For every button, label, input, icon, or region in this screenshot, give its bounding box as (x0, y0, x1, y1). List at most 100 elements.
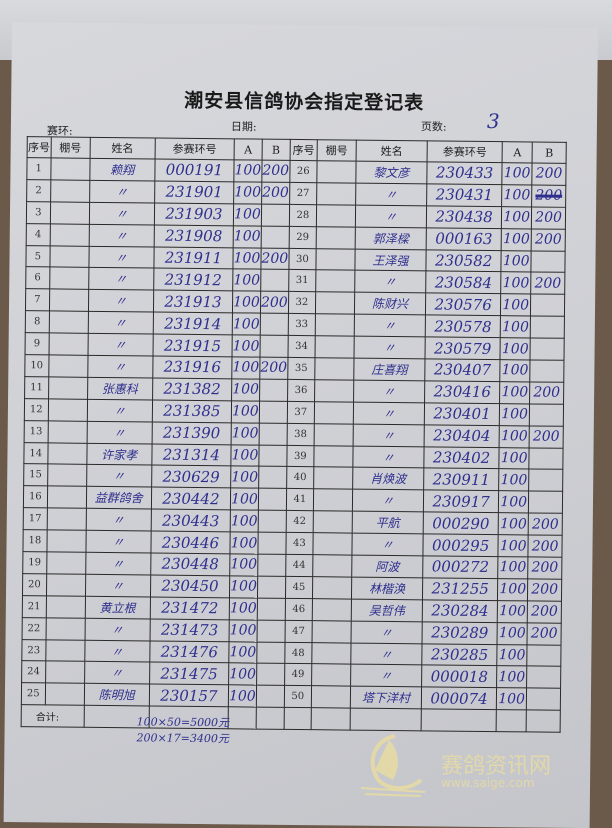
loft-number-cell (45, 617, 85, 640)
fee-b (259, 422, 287, 445)
row-number: 35 (287, 357, 316, 380)
ring-number: 231911 (153, 246, 234, 270)
owner-name: 〃 (355, 204, 427, 228)
owner-name: 〃 (85, 508, 152, 532)
fee-b: 200 (531, 228, 566, 251)
ring-number: 231914 (153, 312, 233, 335)
loft-number-cell (314, 423, 354, 446)
fee-a: 100 (229, 575, 258, 598)
fee-a: 100 (497, 622, 528, 645)
column-header: 姓名 (355, 140, 428, 162)
fee-b: 200 (529, 425, 564, 448)
fee-b (258, 510, 287, 533)
column-header: 棚号 (317, 139, 357, 162)
ring-number: 230407 (424, 358, 501, 382)
fee-b: 200 (527, 556, 562, 580)
loft-number-cell (48, 311, 89, 334)
fee-b (260, 269, 289, 292)
loft-number-cell (313, 532, 353, 556)
loft-number-cell (50, 179, 90, 203)
owner-name: 黎文彦 (355, 161, 428, 184)
ring-number: 230450 (150, 574, 230, 598)
fee-b: 200 (527, 578, 562, 602)
row-number: 5 (25, 245, 50, 268)
loft-number-cell (315, 270, 355, 293)
fee-a: 100 (233, 225, 262, 248)
fee-a: 100 (230, 488, 259, 511)
fee-b: 200 (259, 357, 288, 380)
watermark-text: 赛鸽资讯网 (441, 754, 552, 779)
fee-a: 100 (498, 469, 530, 492)
ring-number: 231913 (153, 290, 233, 314)
loft-number-cell (315, 292, 355, 315)
fee-b (528, 491, 563, 514)
fee-a: 100 (498, 512, 529, 536)
ring-number: 231382 (152, 377, 232, 401)
fee-a: 100 (500, 337, 531, 360)
row-number: 37 (286, 401, 315, 424)
fee-a: 100 (231, 334, 261, 358)
row-number: 15 (23, 464, 48, 487)
fee-a: 100 (228, 641, 257, 664)
fee-a: 100 (502, 162, 533, 185)
loft-number-cell (49, 245, 89, 268)
loft-number-cell (48, 333, 88, 356)
fee-a: 100 (230, 510, 259, 533)
fee-a: 100 (231, 356, 260, 380)
loft-number-cell (313, 489, 353, 512)
owner-name: 〃 (88, 223, 155, 247)
row-number: 19 (22, 551, 47, 574)
loft-number-cell (48, 376, 88, 400)
fee-b (256, 685, 285, 708)
ring-number: 230917 (423, 490, 499, 513)
owner-name: 〃 (85, 574, 151, 597)
fee-a: 100 (232, 291, 261, 314)
row-number: 11 (24, 376, 49, 399)
loft-number-cell (49, 289, 89, 312)
owner-name: 〃 (85, 530, 152, 554)
ring-number: 000272 (422, 555, 499, 579)
row-number: 38 (286, 423, 315, 446)
ring-number: 231908 (153, 224, 234, 248)
fee-a: 100 (231, 400, 260, 423)
loft-number-cell (315, 335, 355, 359)
column-header: A (502, 141, 533, 163)
loft-number-cell (47, 398, 88, 421)
row-number: 39 (286, 444, 315, 468)
fee-a: 100 (500, 293, 531, 317)
fee-a: 100 (501, 228, 532, 251)
ring-number: 231472 (150, 596, 230, 620)
fee-a: 100 (233, 203, 262, 226)
fee-a: 100 (496, 666, 527, 689)
row-number: 25 (21, 683, 46, 706)
fee-a: 100 (499, 425, 530, 448)
owner-name: 〃 (350, 620, 423, 644)
loft-number-cell (44, 683, 85, 706)
fee-b (259, 379, 288, 402)
loft-number-cell (45, 639, 85, 662)
column-header: B (532, 141, 567, 164)
owner-name: 王泽强 (354, 248, 427, 272)
column-header: 参赛环号 (427, 140, 503, 163)
ring-number: 231915 (152, 334, 233, 357)
ring-number: 231476 (149, 640, 229, 664)
row-number: 46 (284, 598, 313, 621)
ring-number: 230285 (421, 643, 498, 667)
loft-number-cell (316, 204, 356, 227)
fee-b (261, 225, 290, 248)
fee-b (526, 688, 561, 711)
row-number: 10 (24, 354, 49, 377)
row-number: 50 (284, 685, 312, 708)
row-number: 42 (285, 510, 314, 533)
loft-number-cell (314, 357, 354, 381)
ring-number: 230448 (150, 553, 230, 576)
owner-name: 许家孝 (86, 442, 152, 466)
ring-number: 000074 (421, 687, 497, 710)
owner-name: 〃 (350, 642, 423, 666)
owner-name: 〃 (86, 420, 153, 444)
fee-a: 100 (229, 531, 259, 555)
fee-a: 100 (498, 490, 529, 514)
owner-name: 〃 (84, 639, 150, 663)
ring-number: 230911 (423, 468, 500, 491)
loft-number-cell (46, 530, 86, 553)
